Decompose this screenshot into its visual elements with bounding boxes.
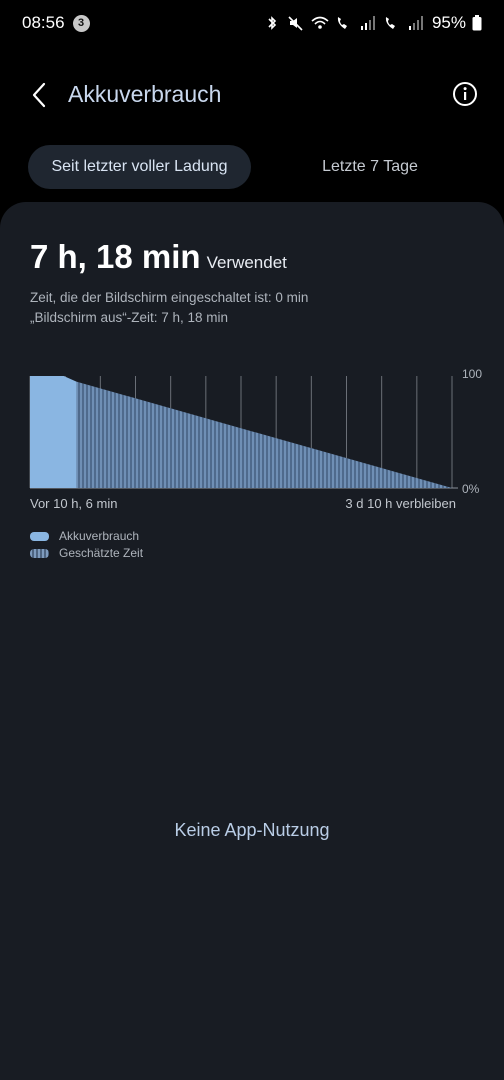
usage-label: Verwendet xyxy=(206,253,287,272)
legend-label-estimated: Geschätzte Zeit xyxy=(59,546,144,560)
wifi-calling-icon xyxy=(310,14,330,32)
tab-since-full-charge[interactable]: Seit letzter voller Ladung xyxy=(28,145,251,189)
usage-value: 7 h, 18 min xyxy=(30,238,201,275)
y-tick-label-top: 100 xyxy=(462,367,483,381)
chart-legend: Akkuverbrauch Geschätzte Zeit xyxy=(30,528,143,562)
screen-off-time: „Bildschirm aus“-Zeit: 7 h, 18 min xyxy=(30,310,229,325)
series-used-area xyxy=(30,376,77,488)
status-bar: 08:56 3 95% xyxy=(0,0,504,46)
battery-chart-svg xyxy=(29,376,458,489)
x-end-label: 3 d 10 h verbleiben xyxy=(345,496,456,511)
battery-usage-card: 7 h, 18 min Verwendet Zeit, die der Bild… xyxy=(0,202,504,1080)
battery-icon xyxy=(472,15,482,31)
legend-label-used: Akkuverbrauch xyxy=(59,529,140,543)
series-estimated-area xyxy=(76,381,453,488)
legend-item-used: Akkuverbrauch xyxy=(30,528,143,544)
info-icon xyxy=(453,82,477,106)
back-button[interactable] xyxy=(22,80,56,110)
mute-icon xyxy=(286,14,306,32)
signal-icon xyxy=(406,14,426,32)
screen-on-time: Zeit, die der Bildschirm eingeschaltet i… xyxy=(30,290,309,305)
signal-icon xyxy=(358,14,378,32)
status-time: 08:56 xyxy=(22,13,65,32)
page-title: Akkuverbrauch xyxy=(68,81,222,107)
app-header: Akkuverbrauch xyxy=(0,70,504,120)
legend-item-estimated: Geschätzte Zeit xyxy=(30,545,143,561)
call-sim1-icon xyxy=(334,14,354,32)
info-button[interactable] xyxy=(452,81,478,107)
period-tabs: Seit letzter voller Ladung Letzte 7 Tage xyxy=(28,145,488,189)
usage-summary: 7 h, 18 min Verwendet xyxy=(30,238,287,276)
chevron-left-icon xyxy=(32,82,46,108)
battery-chart: 100 0% Vor 10 h, 6 min 3 d 10 h verbleib… xyxy=(0,362,504,522)
empty-state-message: Keine App-Nutzung xyxy=(174,820,330,840)
call-sim2-icon xyxy=(382,14,402,32)
x-start-label: Vor 10 h, 6 min xyxy=(30,496,118,511)
y-tick-label-bottom: 0% xyxy=(462,482,480,496)
battery-percent: 95% xyxy=(431,13,466,32)
legend-swatch-used xyxy=(30,531,49,541)
bluetooth-icon xyxy=(262,14,282,32)
tab-last-7-days[interactable]: Letzte 7 Tage xyxy=(322,158,418,175)
notification-count-badge: 3 xyxy=(72,14,90,32)
legend-swatch-estimated xyxy=(30,548,49,558)
